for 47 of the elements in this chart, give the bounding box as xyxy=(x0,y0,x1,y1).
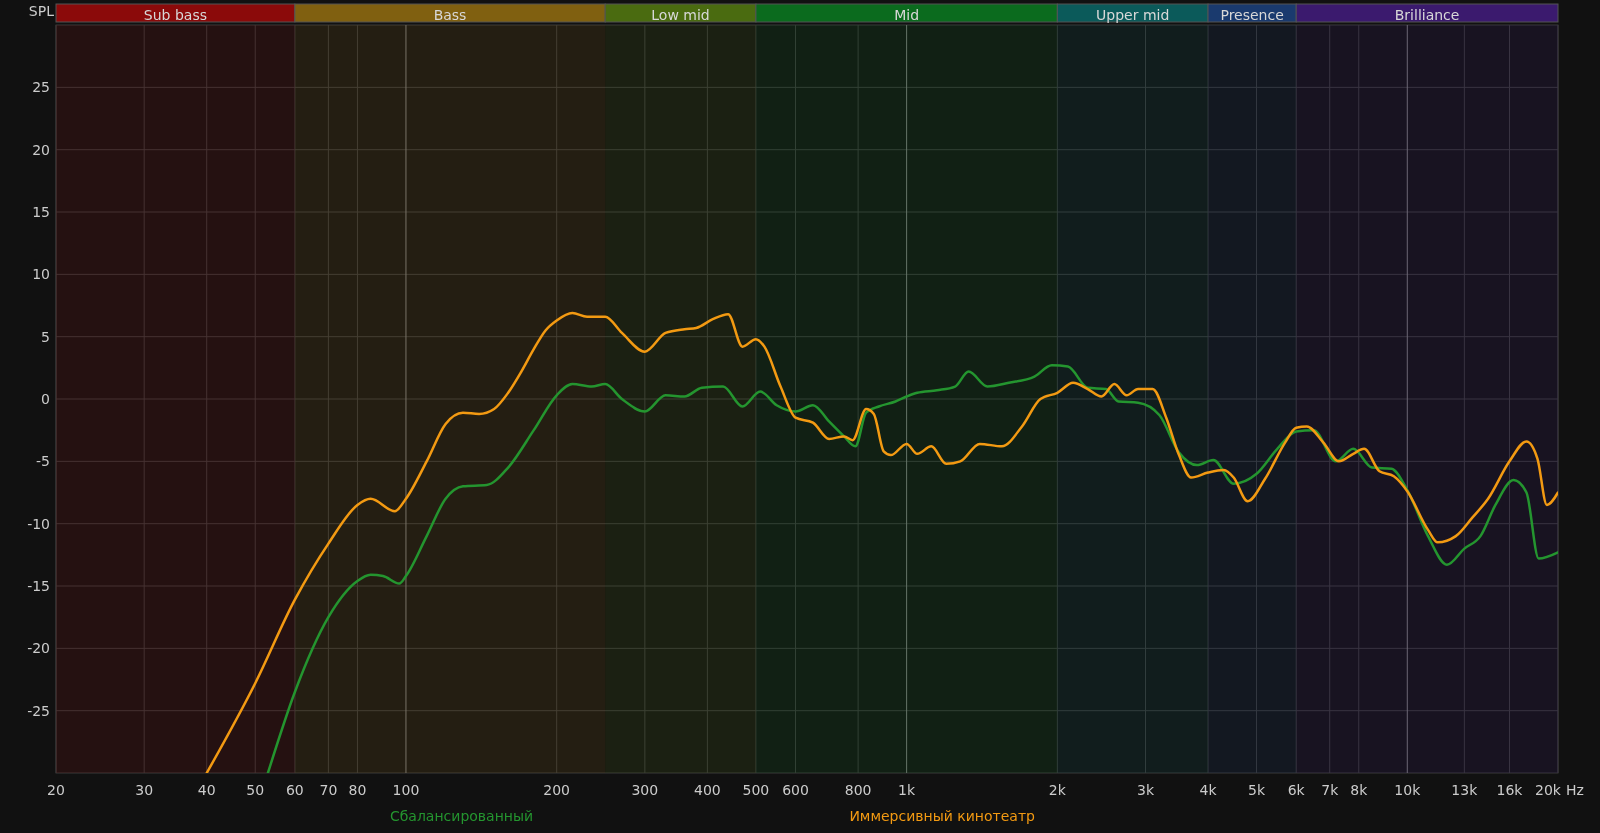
x-tick-label: 2k xyxy=(1048,782,1067,798)
band-label: Low mid xyxy=(651,7,710,23)
x-tick-label: 16k xyxy=(1496,782,1524,798)
x-tick-label: 80 xyxy=(348,782,367,798)
y-axis-title: SPL xyxy=(28,3,55,19)
x-tick-label: 10k xyxy=(1394,782,1422,798)
x-tick-label: 13k xyxy=(1451,782,1479,798)
x-tick-label: 800 xyxy=(844,782,872,798)
y-tick-label: -5 xyxy=(36,453,50,470)
x-tick-label: 8k xyxy=(1350,782,1369,798)
x-tick-label: 20k xyxy=(1535,782,1562,798)
x-tick-label: 6k xyxy=(1287,782,1306,798)
text: Сбалансированный xyxy=(389,808,534,824)
x-tick-label: 70 xyxy=(319,782,338,798)
x-tick-label: 4k xyxy=(1199,782,1218,798)
x-tick-label: 5k xyxy=(1248,782,1266,798)
band-label: Sub bass xyxy=(143,7,208,23)
x-tick-label: 500 xyxy=(742,782,770,798)
x-tick-label: 50 xyxy=(246,782,265,798)
x-tick-label: 1k xyxy=(898,782,917,798)
x-tick-label: 600 xyxy=(782,782,809,798)
x-tick-label: 40 xyxy=(197,782,216,798)
y-tick-label: 20 xyxy=(32,141,50,158)
y-tick-label: -15 xyxy=(27,578,50,594)
x-tick-label: 300 xyxy=(631,782,659,798)
y-tick-label: 5 xyxy=(41,328,50,345)
x-tick-label: 200 xyxy=(543,782,571,798)
y-tick-label: -10 xyxy=(27,515,50,532)
y-tick-label: 15 xyxy=(32,204,50,220)
x-tick-label: 7k xyxy=(1321,782,1340,798)
y-tick-label: 10 xyxy=(32,266,50,283)
text: Иммерсивный кинотеатр xyxy=(849,808,1036,824)
y-tick-label: 25 xyxy=(32,79,50,96)
x-tick-label: 30 xyxy=(135,782,154,798)
band-label: Brilliance xyxy=(1394,7,1460,23)
band-label: Upper mid xyxy=(1096,7,1170,23)
y-tick-label: -20 xyxy=(27,640,50,657)
x-tick-label: 400 xyxy=(694,782,721,798)
x-axis-title: Hz xyxy=(1566,782,1584,798)
y-tick-label: -25 xyxy=(27,702,50,719)
x-tick-label: 3k xyxy=(1136,782,1155,798)
band-label: Bass xyxy=(433,7,467,23)
band-label: Presence xyxy=(1220,7,1284,23)
band-label: Mid xyxy=(894,7,920,23)
x-tick-label: 60 xyxy=(285,782,304,798)
x-tick-label: 100 xyxy=(392,782,420,798)
y-tick-label: 0 xyxy=(41,391,50,407)
